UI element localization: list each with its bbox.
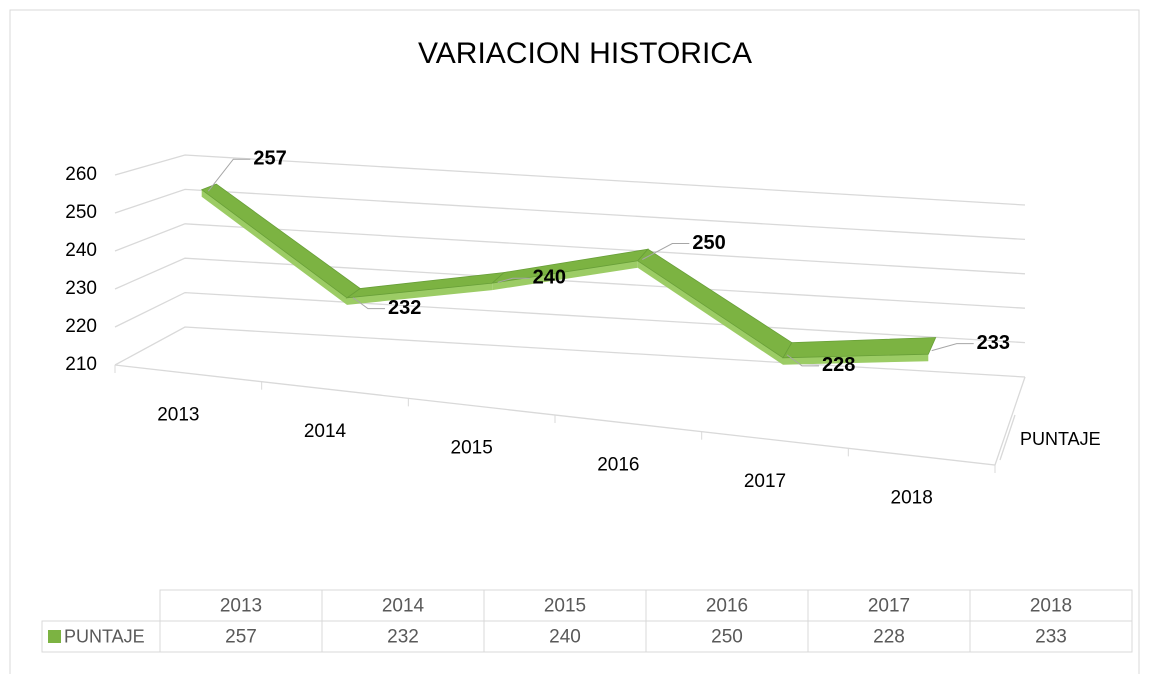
table-cell: 232 — [387, 627, 419, 648]
y-tick-label: 260 — [65, 164, 97, 185]
legend-label: PUNTAJE — [64, 626, 145, 646]
chart-frame — [9, 9, 1140, 674]
data-label: 228 — [822, 354, 855, 376]
y-tick-label: 250 — [65, 202, 97, 223]
leader-line — [497, 277, 530, 283]
ribbon-side — [783, 354, 929, 365]
y-tick-label: 240 — [65, 240, 97, 261]
data-label: 233 — [977, 332, 1010, 354]
table-header: 2015 — [544, 596, 586, 617]
table-header: 2013 — [220, 596, 262, 617]
x-tick-label: 2016 — [597, 454, 639, 475]
data-label: 240 — [533, 267, 566, 289]
data-label: 250 — [692, 232, 725, 254]
data-label: 257 — [253, 147, 286, 169]
x-tick-label: 2014 — [304, 421, 347, 442]
leader-line — [642, 243, 690, 260]
table-header: 2018 — [1030, 596, 1072, 617]
depth-axis-label: PUNTAJE — [1020, 429, 1101, 449]
x-tick-label: 2018 — [891, 488, 933, 509]
ribbon-side — [637, 260, 783, 365]
table-cell: 228 — [873, 627, 905, 648]
table-border — [41, 620, 161, 653]
grid-line — [114, 326, 1026, 378]
ribbon-segment — [782, 337, 937, 359]
grid-line — [114, 188, 1026, 241]
ribbon-side — [492, 260, 638, 291]
ribbon-side — [201, 189, 347, 305]
data-label: 232 — [388, 297, 421, 319]
table-header: 2016 — [706, 596, 748, 617]
leader-line — [786, 354, 819, 367]
y-tick-label: 230 — [65, 278, 97, 299]
chart-title: VARIACION HISTORICA — [418, 37, 752, 70]
x-tick-label: 2017 — [744, 471, 786, 492]
grid-line — [114, 154, 1026, 206]
leader-line — [931, 343, 974, 352]
table-header: 2014 — [382, 596, 425, 617]
grid-line — [114, 223, 1026, 275]
grid-line — [114, 257, 1026, 309]
table-cell: 233 — [1035, 627, 1067, 648]
table-cell: 240 — [549, 627, 581, 648]
y-tick-label: 220 — [65, 316, 97, 337]
x-tick-label: 2015 — [451, 438, 493, 459]
table-header: 2017 — [868, 596, 910, 617]
table-cell: 250 — [711, 627, 743, 648]
ribbon-side — [347, 283, 493, 305]
x-tick-label: 2013 — [157, 404, 199, 425]
legend-key — [48, 630, 61, 643]
y-tick-label: 210 — [65, 354, 97, 375]
table-cell: 257 — [225, 627, 257, 648]
depth-edge — [999, 414, 1016, 461]
leader-line — [352, 297, 385, 310]
leader-line — [207, 158, 251, 192]
